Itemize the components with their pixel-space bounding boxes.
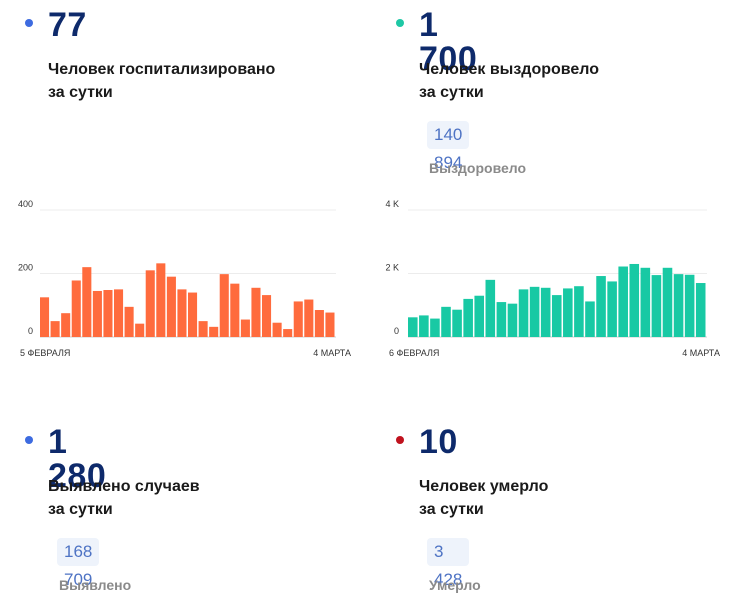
hospitalized-chart-bar	[61, 313, 71, 337]
recovered-chart-bar	[540, 287, 551, 337]
recovered-chart-bar	[474, 295, 485, 337]
hospitalized-chart-bar	[71, 280, 81, 337]
hospitalized-chart-bar	[283, 329, 293, 337]
recovered-chart-bar	[673, 274, 684, 337]
hospitalized-chart-bar	[293, 301, 303, 337]
deaths-caption-1: Человек умерло	[419, 478, 549, 495]
deaths-total-label: Умерло	[429, 577, 481, 593]
hospitalized-value: 77	[48, 6, 87, 44]
recovered-chart-bar	[452, 309, 462, 337]
recovered-chart-bar	[485, 279, 496, 337]
cases-total-badge: 168 709	[57, 538, 100, 589]
recovered-chart-y-tick: 2 K	[385, 263, 399, 273]
recovered-chart-y-tick: 0	[394, 326, 399, 336]
recovered-chart-bar	[607, 281, 617, 337]
recovered-chart-bar	[441, 306, 451, 337]
hospitalized-chart-x-start-label: 5 ФЕВРАЛЯ	[20, 348, 70, 358]
hospitalized-chart-bar	[325, 312, 335, 337]
hospitalized-chart-y-tick: 400	[18, 199, 33, 209]
hospitalized-chart-bar	[50, 321, 60, 337]
hospitalized-chart-bar	[124, 306, 134, 337]
hospitalized-caption-2: за сутки	[48, 84, 113, 101]
hospitalized-caption-1: Человек госпитализировано	[48, 61, 276, 78]
recovered-chart-bar	[651, 275, 662, 337]
recovered-chart-bar	[596, 276, 606, 337]
recovered-chart-bar	[551, 295, 562, 337]
hospitalized-chart-bar	[114, 289, 124, 337]
hospitalized-chart-bar	[103, 290, 113, 337]
recovered-chart-bar	[640, 267, 651, 337]
deaths-caption-2: за сутки	[419, 501, 484, 518]
recovered-chart-bar	[496, 302, 507, 337]
recovered-value: 1 700	[419, 6, 478, 78]
blue-dot-icon	[25, 436, 33, 444]
recovered-chart-bar	[585, 301, 595, 337]
recovered-chart-bar	[574, 286, 584, 337]
hospitalized-chart-x-end-label: 4 МАРТА	[313, 348, 351, 358]
hospitalized-chart-bar	[92, 290, 102, 337]
recovered-chart-bar	[684, 274, 695, 337]
cases-total-label: Выявлено	[59, 577, 132, 593]
hospitalized-chart-bar	[272, 322, 282, 337]
recovered-chart-x-end-label: 4 МАРТА	[682, 348, 720, 358]
hospitalized-chart-y-tick: 200	[18, 263, 33, 273]
blue-dot-icon	[25, 19, 33, 27]
hospitalized-chart-bar	[304, 299, 314, 337]
hospitalized-chart-bar	[262, 295, 272, 337]
deaths-value: 10	[419, 423, 458, 461]
recovered-chart-x-start-label: 6 ФЕВРАЛЯ	[389, 348, 439, 358]
recovered-chart-bar	[662, 267, 673, 337]
recovered-chart-bar	[463, 298, 473, 337]
recovered-total-badge: 140 894	[427, 121, 470, 172]
recovered-chart-bar	[518, 289, 529, 337]
recovered-chart-bar	[419, 315, 429, 337]
hospitalized-chart-bar	[219, 274, 229, 337]
recovered-caption-1: Человек выздоровело	[419, 61, 600, 78]
hospitalized-chart-bar	[82, 267, 92, 337]
recovered-chart-bar	[529, 286, 540, 337]
hospitalized-chart-bar	[166, 276, 176, 337]
hospitalized-chart-bar	[209, 326, 219, 337]
hospitalized-chart-bar	[135, 323, 145, 337]
teal-dot-icon	[396, 19, 404, 27]
recovered-caption-2: за сутки	[419, 84, 484, 101]
red-dot-icon	[396, 436, 404, 444]
recovered-chart-bar	[563, 288, 573, 337]
hospitalized-chart-bar	[240, 319, 250, 337]
cases-value: 1 280	[48, 423, 107, 495]
hospitalized-chart-bar	[40, 297, 50, 337]
cases-caption-1: Выявлено случаев	[48, 478, 200, 495]
recovered-total-label: Выздоровело	[429, 160, 527, 176]
recovered-chart-y-tick: 4 K	[385, 199, 399, 209]
cases-caption-2: за сутки	[48, 501, 113, 518]
hospitalized-chart-bar	[314, 310, 324, 337]
recovered-chart-bar	[507, 303, 518, 337]
recovered-chart-bar	[430, 318, 440, 337]
recovered-chart-bar	[695, 283, 706, 337]
hospitalized-chart-bar	[251, 287, 261, 337]
hospitalized-chart-bar	[198, 321, 208, 337]
hospitalized-chart-bar	[177, 289, 187, 337]
hospitalized-chart-bar	[188, 292, 198, 337]
hospitalized-chart-bar	[156, 263, 166, 337]
recovered-chart-bar	[629, 263, 640, 337]
hospitalized-chart-y-tick: 0	[28, 326, 33, 336]
hospitalized-chart-bar	[230, 283, 240, 337]
deaths-total-badge: 3 428	[427, 538, 470, 589]
recovered-chart-bar	[618, 266, 628, 337]
hospitalized-chart-bar	[145, 270, 155, 337]
recovered-chart-bar	[408, 317, 418, 337]
